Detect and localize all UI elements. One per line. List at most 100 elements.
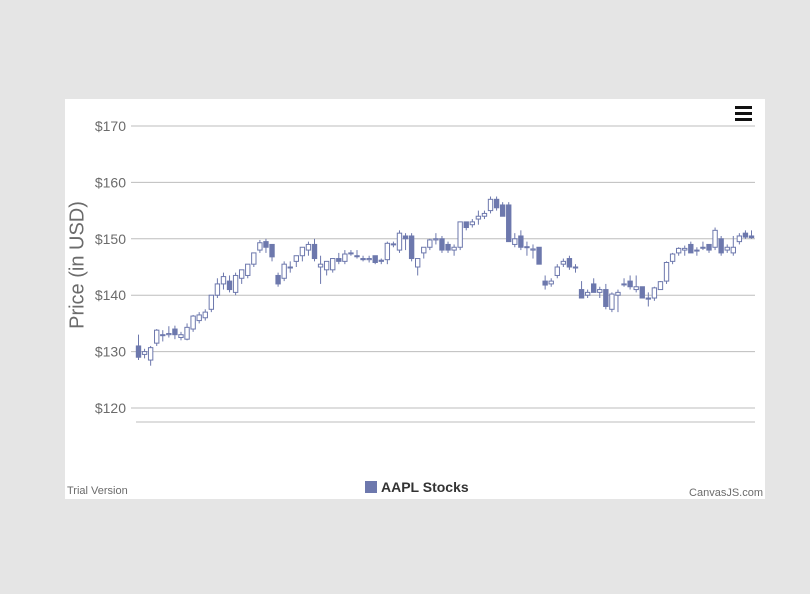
candlestick[interactable] [506, 202, 512, 243]
candlestick[interactable] [542, 275, 548, 290]
candlestick[interactable] [154, 329, 160, 346]
candlestick[interactable] [512, 233, 518, 248]
candlestick[interactable] [196, 312, 202, 324]
candlestick[interactable] [226, 275, 233, 293]
candlestick[interactable] [463, 221, 469, 231]
candlestick[interactable] [724, 244, 730, 253]
candlestick[interactable] [372, 255, 378, 265]
candlestick[interactable] [487, 196, 494, 214]
candlestick[interactable] [615, 289, 621, 313]
candlestick[interactable] [524, 241, 530, 256]
candlestick[interactable] [147, 345, 154, 366]
candlestick[interactable] [366, 255, 372, 263]
candlestick[interactable] [730, 235, 736, 256]
candlestick[interactable] [305, 241, 312, 256]
candlestick[interactable] [348, 250, 354, 256]
legend-item-aapl[interactable]: AAPL Stocks [365, 479, 469, 495]
candlestick[interactable] [530, 244, 536, 259]
candlestick[interactable] [408, 233, 415, 262]
candlestick[interactable] [481, 210, 488, 220]
candlestick[interactable] [172, 325, 178, 340]
candlestick[interactable] [202, 309, 208, 321]
candlestick[interactable] [263, 238, 269, 253]
canvasjs-credit-link[interactable]: CanvasJS.com [689, 487, 763, 499]
candlestick[interactable] [439, 235, 445, 253]
candlestick[interactable] [627, 275, 633, 290]
candlestick[interactable] [275, 272, 281, 287]
candlestick[interactable] [220, 272, 227, 290]
candlestick[interactable] [184, 323, 190, 341]
candlestick[interactable] [421, 246, 427, 259]
candlestick[interactable] [251, 252, 257, 267]
candlestick[interactable] [469, 219, 475, 228]
candlestick[interactable] [245, 263, 251, 279]
candlestick[interactable] [390, 241, 397, 248]
candlestick[interactable] [402, 233, 409, 251]
candlestick[interactable] [232, 272, 239, 296]
candlestick[interactable] [493, 196, 500, 211]
candlestick[interactable] [208, 294, 215, 313]
candlestick[interactable] [378, 258, 384, 265]
candlestick[interactable] [712, 227, 718, 251]
candlestick[interactable] [330, 258, 336, 273]
candlestick[interactable] [293, 255, 299, 267]
candlestick[interactable] [548, 278, 554, 287]
candlestick[interactable] [633, 275, 639, 293]
candlestick[interactable] [427, 238, 433, 251]
candlestick[interactable] [396, 230, 403, 253]
candlestick[interactable] [742, 230, 749, 239]
candlestick[interactable] [257, 239, 263, 253]
candlestick[interactable] [141, 348, 148, 359]
candlestick[interactable] [433, 233, 439, 245]
chart-menu-button[interactable] [733, 105, 753, 123]
candlestick[interactable] [317, 255, 324, 284]
candlestick[interactable] [748, 230, 755, 239]
candlestick[interactable] [694, 247, 700, 256]
candlestick[interactable] [578, 281, 585, 299]
candlestick[interactable] [190, 314, 196, 332]
candlestick[interactable] [475, 210, 482, 225]
candlestick[interactable] [639, 286, 645, 299]
candlestick[interactable] [287, 261, 293, 273]
candlestick[interactable] [342, 250, 348, 265]
candlestick[interactable] [682, 245, 688, 256]
candlestick[interactable] [354, 250, 360, 259]
candlestick[interactable] [178, 331, 184, 341]
candlestick[interactable] [336, 252, 342, 265]
candlestick[interactable] [591, 278, 597, 293]
candlestick[interactable] [238, 269, 245, 284]
candlestick[interactable] [135, 334, 142, 361]
candlestick[interactable] [518, 230, 524, 251]
candlestick[interactable] [311, 238, 318, 262]
candlestick[interactable] [572, 264, 579, 273]
candlestick[interactable] [536, 246, 542, 265]
candlestick[interactable] [214, 278, 221, 299]
candlestick[interactable] [597, 286, 603, 299]
candlestick[interactable] [700, 241, 706, 251]
candlestick[interactable] [384, 241, 391, 265]
candlestick[interactable] [688, 241, 694, 254]
candlestick[interactable] [663, 261, 670, 284]
candlestick[interactable] [669, 252, 676, 265]
candlestick[interactable] [621, 278, 627, 287]
candlestick[interactable] [706, 243, 712, 253]
candlestick[interactable] [299, 246, 306, 262]
candlestick[interactable] [657, 281, 664, 291]
candlestick[interactable] [499, 202, 506, 217]
candlestick[interactable] [675, 247, 682, 256]
candlestick[interactable] [269, 243, 275, 262]
candlestick[interactable] [451, 244, 457, 256]
candlestick[interactable] [566, 255, 573, 270]
candlestick[interactable] [457, 221, 463, 251]
candlestick[interactable] [166, 326, 172, 338]
candlestick[interactable] [718, 235, 724, 256]
candlestick[interactable] [160, 330, 166, 342]
candlestick[interactable] [445, 241, 451, 253]
candlestick[interactable] [736, 233, 743, 245]
candlestick[interactable] [554, 264, 560, 279]
candlestick[interactable] [651, 286, 658, 301]
candlestick[interactable] [609, 292, 615, 313]
candlestick[interactable] [560, 258, 567, 267]
candlestick[interactable] [415, 258, 421, 276]
candlestick[interactable] [645, 292, 652, 307]
